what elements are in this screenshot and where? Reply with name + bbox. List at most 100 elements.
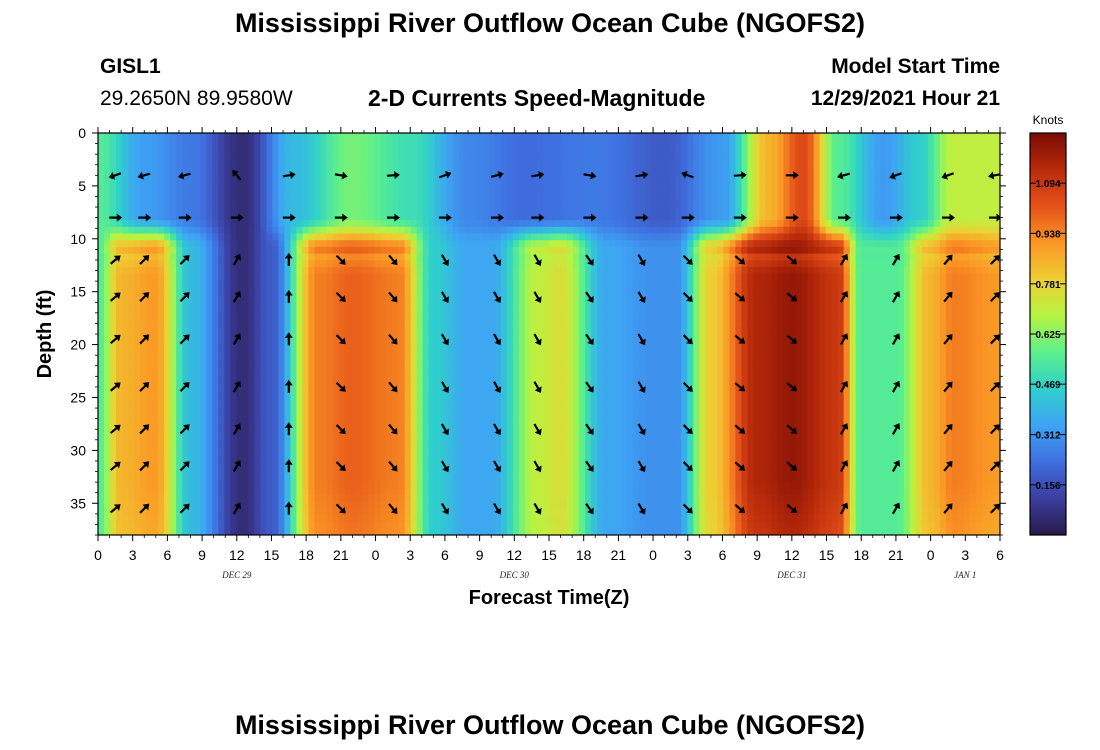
heatmap-cell (482, 468, 490, 476)
heatmap-cell (188, 253, 195, 261)
heatmap-cell (152, 320, 159, 328)
heatmap-cell (440, 220, 448, 228)
heatmap-cell (224, 421, 231, 429)
heatmap-cell (597, 200, 604, 208)
heatmap-cell (416, 179, 424, 188)
heatmap-cell (104, 220, 111, 228)
heatmap-cell (561, 139, 568, 147)
heatmap-cell (434, 347, 442, 355)
heatmap-cell (404, 468, 412, 476)
heatmap-cell (561, 414, 568, 422)
heatmap-cell (212, 226, 219, 235)
heatmap-cell (164, 387, 171, 395)
heatmap-cell (128, 193, 135, 201)
heatmap-cell (518, 380, 526, 389)
heatmap-cell (188, 200, 195, 208)
heatmap-cell (158, 287, 165, 295)
heatmap-cell (260, 407, 267, 415)
heatmap-cell (290, 414, 298, 422)
heatmap-cell (434, 501, 442, 509)
heatmap-cell (266, 139, 273, 147)
heatmap-cell (248, 380, 255, 389)
heatmap-cell (98, 327, 105, 335)
heatmap-cell (242, 240, 249, 248)
heatmap-cell (338, 287, 346, 295)
heatmap-cell (140, 447, 147, 456)
heatmap-cell (224, 173, 231, 181)
heatmap-cell (506, 320, 514, 328)
heatmap-cell (188, 394, 195, 402)
heatmap-cell (579, 267, 586, 275)
heatmap-cell (524, 481, 532, 489)
heatmap-cell (128, 173, 135, 181)
heatmap-cell (104, 528, 111, 535)
heatmap-cell (296, 401, 304, 409)
heatmap-cell (194, 347, 201, 355)
heatmap-cell (212, 494, 219, 503)
heatmap-cell (452, 320, 460, 328)
heatmap-cell (116, 186, 123, 194)
heatmap-cell (494, 501, 502, 509)
heatmap-cell (368, 347, 376, 355)
heatmap-cell (434, 461, 442, 469)
heatmap-cell (585, 153, 592, 161)
heatmap-cell (248, 226, 255, 235)
heatmap-cell (176, 514, 183, 523)
heatmap-cell (350, 454, 358, 462)
heatmap-cell (386, 246, 394, 255)
heatmap-cell (410, 267, 418, 275)
heatmap-cell (110, 414, 117, 422)
heatmap-cell (500, 159, 508, 168)
heatmap-cell (428, 139, 436, 147)
heatmap-cell (536, 133, 544, 141)
heatmap-cell (573, 407, 580, 415)
heatmap-cell (302, 139, 310, 147)
heatmap-cell (266, 193, 273, 201)
heatmap-cell (374, 206, 382, 214)
heatmap-cell (356, 474, 364, 482)
heatmap-cell (452, 213, 460, 221)
heatmap-cell (308, 193, 316, 201)
heatmap-cell (254, 394, 261, 402)
heatmap-cell (152, 186, 159, 194)
heatmap-cell (597, 153, 604, 161)
heatmap-cell (242, 334, 249, 342)
heatmap-cell (134, 514, 141, 523)
heatmap-cell (591, 287, 598, 295)
heatmap-cell (170, 200, 177, 208)
heatmap-cell (567, 474, 574, 482)
heatmap-cell (458, 481, 466, 489)
heatmap-cell (524, 374, 532, 382)
heatmap-cell (512, 360, 520, 369)
heatmap-cell (446, 327, 454, 335)
heatmap-cell (585, 474, 592, 482)
heatmap-cell (512, 220, 520, 228)
heatmap-cell (206, 488, 213, 496)
heatmap-cell (182, 401, 189, 409)
heatmap-cell (242, 206, 249, 214)
heatmap-cell (500, 200, 508, 208)
heatmap-cell (332, 374, 340, 382)
heatmap-cell (368, 287, 376, 295)
heatmap-cell (224, 441, 231, 449)
heatmap-cell (350, 327, 358, 335)
heatmap-cell (530, 193, 538, 201)
heatmap-cell (140, 441, 147, 449)
heatmap-cell (446, 447, 454, 456)
heatmap-cell (549, 447, 556, 456)
heatmap-cell (452, 521, 460, 529)
heatmap-cell (530, 220, 538, 228)
heatmap-cell (260, 488, 267, 496)
heatmap-cell (98, 454, 105, 462)
heatmap-cell (470, 340, 478, 348)
heatmap-cell (194, 293, 201, 302)
heatmap-cell (248, 327, 255, 335)
heatmap-cell (152, 421, 159, 429)
heatmap-cell (104, 146, 111, 154)
heatmap-cell (452, 226, 460, 235)
heatmap-cell (416, 206, 424, 214)
heatmap-cell (188, 159, 195, 168)
heatmap-cell (212, 508, 219, 516)
heatmap-cell (98, 280, 105, 288)
heatmap-cell (164, 521, 171, 529)
